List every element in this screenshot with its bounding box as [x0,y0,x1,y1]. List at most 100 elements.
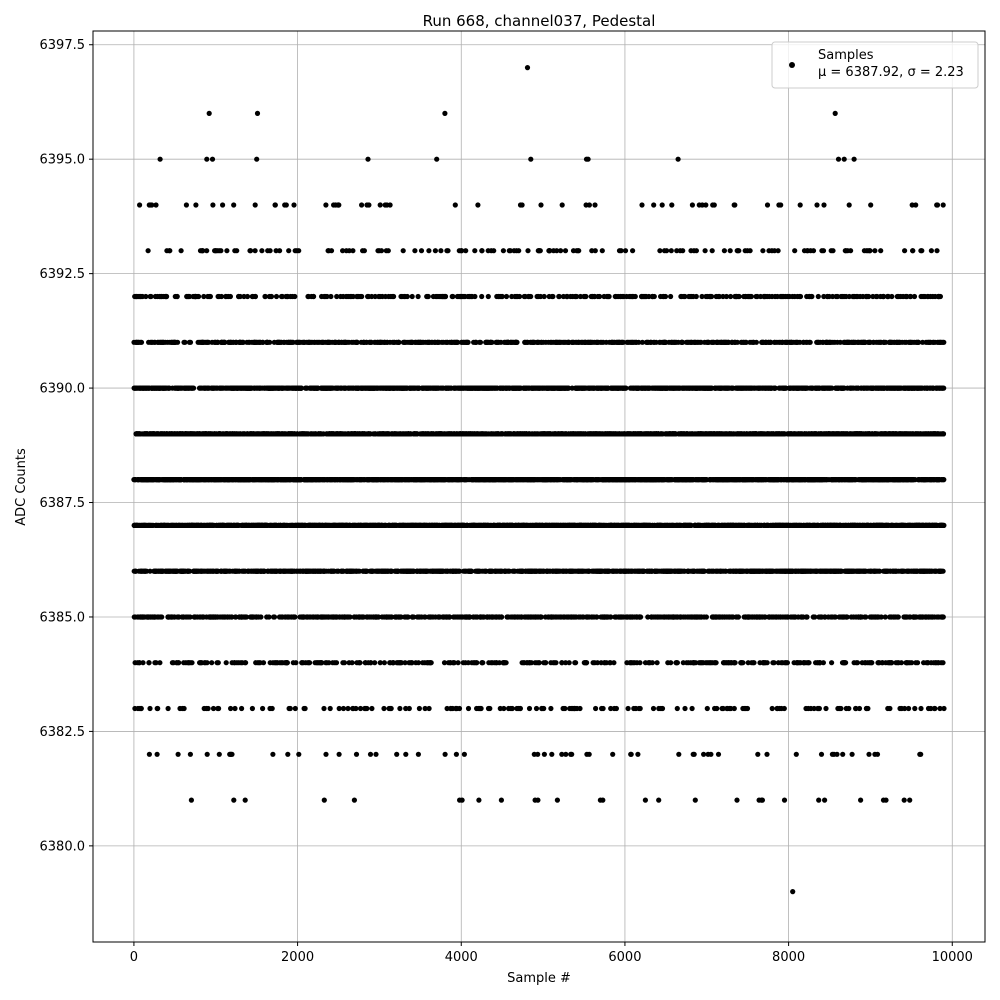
sample-point [175,339,181,345]
sample-point [193,202,199,208]
sample-point [517,705,524,712]
sample-point [373,751,379,757]
sample-point [307,660,313,666]
sample-point [477,339,484,345]
sample-point [367,751,374,757]
sample-point [450,293,456,300]
sample-point [260,660,267,666]
sample-point [269,705,275,712]
sample-point [204,660,210,666]
sample-point [519,202,525,208]
sample-point [146,660,152,666]
sample-point [400,248,406,254]
sample-point [292,293,298,300]
sample-point [351,797,357,803]
sample-point [268,293,275,300]
sample-point [293,660,299,666]
sample-point [359,293,365,300]
sample-point [187,568,193,574]
sample-point [218,248,224,254]
sample-point [292,705,298,712]
sample-point [231,202,237,208]
sample-point [149,202,155,208]
sample-point [381,705,387,712]
sample-point [137,202,143,208]
sample-point [296,248,302,254]
sample-point [480,660,486,666]
sample-point [491,248,497,254]
sample-point [187,751,193,757]
sample-point [397,705,403,712]
sample-point [252,202,258,208]
sample-point [272,202,278,208]
sample-point [283,202,289,208]
sample-point [478,705,484,712]
sample-point [187,339,194,345]
sample-point [349,660,355,666]
sample-point [336,751,342,757]
sample-point [426,248,432,254]
sample-point [442,751,448,757]
sample-point [537,248,543,254]
sample-point [517,293,523,300]
sample-point [175,751,181,757]
sample-point [167,248,173,254]
sample-point [153,202,159,208]
sample-point [182,339,188,345]
sample-point [516,248,522,254]
sample-point [321,705,327,712]
sample-point [222,339,228,345]
sample-point [328,293,334,300]
sample-point [353,705,359,712]
sample-point [525,248,531,254]
sample-point [146,751,152,757]
sample-point [157,660,163,666]
sample-point [357,660,363,666]
sample-point [388,705,394,712]
sample-point [394,751,400,757]
sample-point [155,705,161,712]
sample-point [526,705,533,712]
sample-point [476,797,482,803]
sample-point [228,705,234,712]
sample-point [425,293,431,300]
sample-point [350,248,356,254]
sample-point [223,660,229,666]
sample-point [270,751,276,757]
sample-point [479,293,485,300]
sample-point [239,705,245,712]
sample-point [252,293,258,300]
sample-point [369,705,375,712]
sample-point [205,705,211,712]
sample-point [216,705,222,712]
sample-point [366,202,372,208]
sample-point [244,293,251,300]
sample-point [514,339,520,345]
sample-point [415,751,421,757]
sample-point [403,751,409,757]
sample-point [416,705,422,712]
sample-point [191,385,197,391]
sample-point [145,248,151,254]
sample-point [296,751,302,757]
sample-point [328,248,335,254]
sample-point [143,293,149,300]
sample-point [248,248,254,254]
sample-point [159,614,165,620]
sample-point [164,293,170,300]
sample-point [215,660,221,666]
sample-point [345,705,351,712]
sample-point [387,202,393,208]
sample-point [465,705,472,712]
sample-point [385,248,391,254]
sample-point [535,751,541,757]
sample-point [479,248,485,254]
sample-point [204,248,210,254]
sample-point [267,339,273,345]
sample-point [232,705,238,712]
sample-point [252,248,258,254]
sample-point [321,797,327,803]
sample-point [140,660,146,666]
